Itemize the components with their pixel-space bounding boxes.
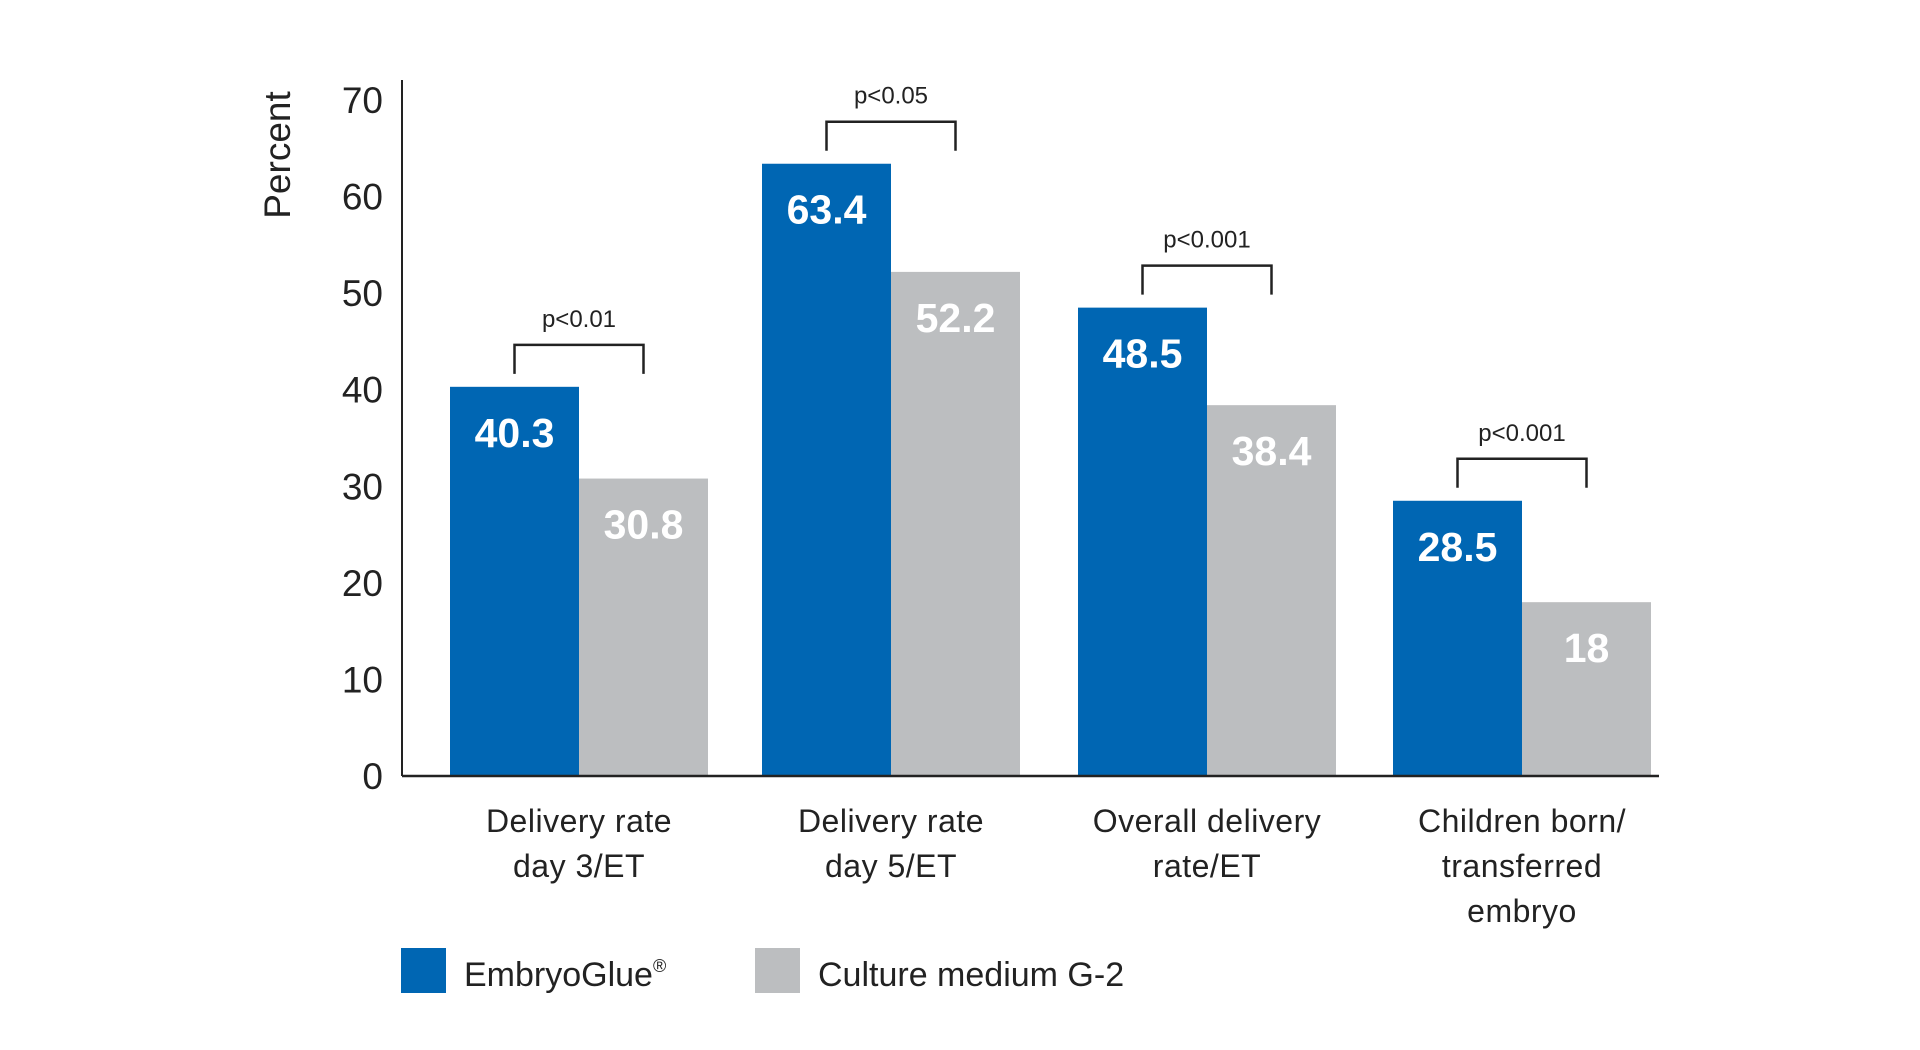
p-value-label: p<0.05: [854, 83, 928, 110]
y-tick-label: 0: [362, 756, 383, 797]
bar-value-label: 63.4: [787, 187, 867, 233]
y-axis: 0 10 20 30 40 50 60 70: [342, 80, 383, 797]
bar-value-label: 18: [1564, 625, 1610, 671]
y-tick-label: 10: [342, 659, 383, 700]
legend-label-0: EmbryoGlue®: [464, 956, 666, 994]
significance-bracket: [1456, 457, 1588, 488]
x-category-label-line: Delivery rate: [486, 803, 672, 839]
bar-g2-0: [579, 478, 708, 776]
legend-swatch-0: [401, 948, 446, 993]
bar-value-label: 52.2: [916, 295, 996, 341]
bar-g2-1: [891, 271, 1020, 776]
y-tick-label: 50: [342, 273, 383, 314]
legend: EmbryoGlue® Culture medium G-2: [401, 948, 1124, 994]
p-value-label: p<0.01: [542, 306, 616, 333]
bar-embryoglue-2: [1078, 307, 1207, 776]
x-category-label-line: day 5/ET: [825, 848, 957, 884]
x-category-label-line: embryo: [1467, 893, 1577, 929]
bar-embryoglue-0: [450, 386, 579, 776]
legend-swatch-1: [755, 948, 800, 993]
y-tick-label: 20: [342, 563, 383, 604]
y-tick-label: 30: [342, 466, 383, 507]
x-category-label-line: rate/ET: [1153, 848, 1261, 884]
x-category-label: Delivery rate day 5/ET: [798, 803, 984, 884]
x-category-label-line: Delivery rate: [798, 803, 984, 839]
x-category-label-line: transferred: [1442, 848, 1602, 884]
x-axis-labels: Delivery rate day 3/ET Delivery rate day 5/…: [486, 803, 1626, 929]
bar-embryoglue-3: [1393, 500, 1522, 776]
bar-embryoglue-1: [762, 163, 891, 777]
bar-g2-2: [1207, 405, 1336, 776]
x-category-label-line: Children born/: [1418, 803, 1626, 839]
axes-lines: [401, 80, 1659, 778]
significance-bracket: [825, 120, 957, 151]
x-category-label-line: day 3/ET: [513, 848, 645, 884]
significance-bracket: [513, 343, 645, 374]
significance-brackets: p<0.01 p<0.05 p<0.001 p<0.001: [513, 83, 1588, 488]
bar-value-label: 28.5: [1418, 524, 1498, 570]
y-tick-label: 70: [342, 80, 383, 121]
x-category-label-line: Overall delivery: [1093, 803, 1322, 839]
bar-value-label: 40.3: [475, 410, 555, 456]
y-axis-label: Percent: [257, 91, 298, 219]
significance-bracket: [1141, 264, 1273, 295]
p-value-label: p<0.001: [1478, 420, 1565, 447]
legend-label-1: Culture medium G-2: [818, 956, 1124, 994]
bar-value-label: 48.5: [1103, 331, 1183, 377]
x-category-label: Children born/transferred embryo: [1418, 803, 1626, 929]
bar-value-label: 30.8: [604, 502, 684, 548]
bar-value-label: 38.4: [1232, 428, 1312, 474]
bar-g2-3: [1522, 602, 1651, 776]
p-value-label: p<0.001: [1163, 227, 1250, 254]
y-tick-label: 60: [342, 177, 383, 218]
y-tick-label: 40: [342, 370, 383, 411]
registered-mark: ®: [653, 956, 666, 976]
x-category-label: Overall delivery rate/ET: [1093, 803, 1322, 884]
bars: 40.3 30.8 63.4 52.2 48.5 38.4 28.5 18: [450, 163, 1651, 777]
x-category-label: Delivery rate day 3/ET: [486, 803, 672, 884]
